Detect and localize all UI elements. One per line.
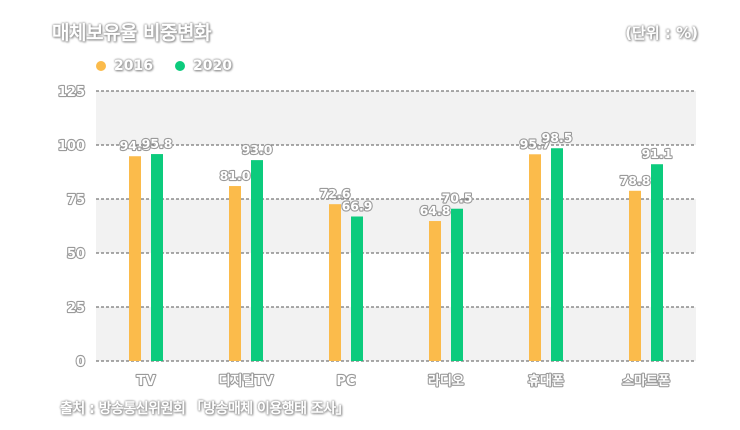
bar-2016	[329, 204, 341, 361]
x-tick-label: 휴대폰	[528, 373, 564, 389]
legend-dot-2016	[96, 61, 106, 71]
data-label-2016: 78.8	[620, 173, 651, 188]
chart-title: 매체보유율 비중변화	[52, 22, 211, 44]
bar-2020	[251, 160, 263, 361]
y-tick-label: 0	[76, 355, 85, 370]
bar-2020	[451, 208, 463, 361]
grid-band	[96, 307, 696, 361]
bar-2016	[629, 190, 641, 361]
bar-2020	[651, 164, 663, 361]
data-label-2016: 95.7	[520, 136, 551, 151]
grid-band	[96, 199, 696, 253]
data-label-2016: 64.8	[420, 203, 451, 218]
legend-label-2016: 2016	[114, 58, 153, 74]
data-label-2020: 93.0	[242, 142, 273, 157]
legend-label-2020: 2020	[192, 58, 232, 74]
x-tick-label: PC	[336, 374, 355, 389]
unit-label: (단위 : %)	[625, 24, 698, 42]
data-label-2020: 95.8	[142, 136, 173, 151]
legend-item-2020: 2020	[174, 58, 232, 74]
y-tick-label: 75	[67, 193, 85, 208]
bar-2020	[351, 216, 363, 361]
bar-2020	[551, 148, 563, 361]
x-tick-label: 라디오	[428, 373, 464, 389]
y-tick-label: 25	[67, 301, 85, 316]
legend-dot-2020	[174, 61, 185, 71]
x-tick-label: 디지털TV	[219, 373, 274, 389]
y-tick-label: 50	[67, 247, 85, 262]
data-label-2016: 72.6	[320, 186, 351, 201]
source-note: 출처 : 방송통신위원회 「방송매체 이용행태 조사」	[60, 401, 350, 417]
legend-item-2016: 2016	[96, 58, 153, 74]
data-label-2020: 91.1	[642, 146, 673, 161]
data-label-2020: 70.5	[442, 191, 473, 206]
bar-2016	[429, 221, 441, 361]
y-tick-label: 125	[58, 85, 85, 100]
bar-2016	[129, 156, 141, 361]
x-tick-label: 스마트폰	[622, 373, 670, 389]
data-label-2016: 94.8	[120, 138, 151, 153]
grid-band	[96, 91, 696, 145]
x-tick-label: TV	[137, 374, 156, 389]
data-label-2020: 98.5	[542, 130, 573, 145]
bar-2020	[151, 154, 163, 361]
data-label-2020: 66.9	[342, 198, 373, 213]
data-label-2016: 81.0	[220, 168, 251, 183]
legend: 2016 2020	[96, 58, 232, 74]
bar-2016	[229, 186, 241, 361]
bar-2016	[529, 154, 541, 361]
y-tick-label: 100	[58, 139, 85, 154]
